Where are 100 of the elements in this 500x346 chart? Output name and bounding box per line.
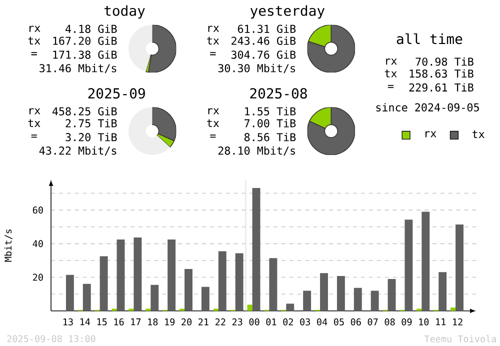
text: tx	[207, 37, 220, 45]
text: =	[388, 85, 394, 88]
bar	[180, 308, 185, 312]
bar	[150, 285, 159, 312]
x-tick-label: 14	[80, 318, 90, 326]
bar	[404, 220, 413, 312]
text: =	[210, 134, 216, 138]
bar	[438, 272, 447, 312]
x-tick-label: 23	[232, 318, 242, 326]
bar	[370, 290, 379, 312]
bar	[354, 288, 362, 312]
bar	[128, 308, 134, 312]
text: 171.38 GiB	[53, 50, 117, 59]
x-tick-label: 06	[350, 318, 361, 326]
text: =	[31, 52, 37, 56]
text: rx	[30, 108, 40, 114]
text: tx	[28, 37, 40, 45]
bar	[286, 304, 294, 312]
text: 304.76 GiB	[231, 50, 296, 59]
bar	[218, 251, 226, 312]
text: 31.46 Mbit/s	[40, 64, 116, 74]
text: 229.61 TiB	[409, 83, 474, 92]
x-tick-label: 13	[63, 318, 73, 326]
x-tick-label: 17	[131, 318, 141, 326]
text: 70.98 TiB	[416, 58, 474, 66]
bar	[303, 290, 312, 312]
text: 8.56 TiB	[244, 133, 296, 142]
x-tick-label: 07	[368, 318, 378, 326]
x-tick-label: 16	[114, 318, 124, 326]
bar	[450, 308, 456, 312]
bar	[213, 308, 218, 312]
text: tx	[384, 70, 397, 78]
text: =	[210, 52, 216, 56]
bar	[134, 238, 142, 312]
x-tick-label: 04	[317, 318, 328, 326]
text: 243.46 GiB	[232, 36, 296, 46]
chart-title: 2025-08	[250, 88, 307, 99]
bar	[422, 212, 430, 312]
text: 43.22 Mbit/s	[39, 146, 116, 156]
x-tick-label: 05	[334, 318, 344, 326]
chart-title: 2025-09	[88, 88, 145, 99]
text: 458.25 GiB	[52, 107, 117, 116]
y-tick-label: 60	[32, 206, 43, 214]
x-tick-label: 18	[148, 318, 158, 326]
text: 28.10 Mbit/s	[218, 146, 296, 156]
x-tick-label: 20	[182, 318, 192, 326]
bar	[100, 256, 108, 312]
y-axis-title: Mbit/s	[4, 230, 12, 262]
x-tick-label: 12	[453, 318, 462, 326]
x-tick-label: 15	[97, 318, 107, 326]
bar	[146, 308, 151, 312]
text: =	[31, 134, 37, 138]
text: tx	[28, 120, 40, 128]
y-tick-label: 20	[33, 274, 43, 281]
bar	[388, 279, 396, 312]
text: tx	[207, 120, 220, 128]
chart-title: yesterday	[250, 5, 325, 19]
text: 61.31 GiB	[238, 24, 296, 34]
x-tick-label: 01	[266, 318, 276, 326]
y-tick-label: 40	[32, 240, 43, 248]
x-tick-label: 11	[436, 318, 446, 326]
x-tick-label: 09	[402, 318, 412, 326]
text: 158.63 TiB	[410, 69, 474, 78]
text: 2.75 TiB	[66, 119, 117, 128]
bar	[112, 308, 117, 312]
bar	[252, 188, 260, 312]
text: 1.55 TiB	[245, 107, 296, 116]
bar	[116, 240, 125, 312]
text: 7.00 TiB	[244, 119, 296, 128]
x-tick-label: 10	[419, 318, 429, 326]
text: rx	[208, 26, 220, 32]
legend-label: rx	[426, 131, 436, 138]
x-tick-label: 02	[283, 318, 293, 326]
x-tick-label: 21	[198, 318, 208, 326]
x-tick-label: 19	[165, 318, 175, 326]
chart-title: today	[104, 5, 145, 19]
x-tick-label: 03	[300, 318, 310, 326]
bar	[416, 308, 422, 312]
bar	[269, 258, 278, 312]
x-tick-label: 22	[216, 318, 226, 326]
text: since 2024-09-05	[376, 103, 479, 112]
text: rx	[30, 26, 40, 32]
bar	[66, 275, 74, 312]
bar	[247, 304, 252, 312]
bar	[82, 284, 91, 312]
text: rx	[386, 58, 397, 65]
legend-label: tx	[472, 130, 484, 138]
bar	[184, 269, 192, 312]
text: 4.18 GiB	[66, 24, 117, 34]
text: 30.30 Mbit/s	[218, 64, 296, 74]
bar	[201, 287, 210, 312]
bar	[456, 224, 464, 312]
bar	[320, 273, 328, 312]
text: 167.20 GiB	[53, 36, 117, 46]
x-tick-label: 08	[384, 318, 395, 326]
text: 3.20 TiB	[66, 133, 117, 142]
text: all time	[396, 33, 462, 44]
bar	[235, 253, 244, 312]
text: rx	[208, 108, 220, 114]
x-tick-label: 00	[249, 318, 260, 326]
